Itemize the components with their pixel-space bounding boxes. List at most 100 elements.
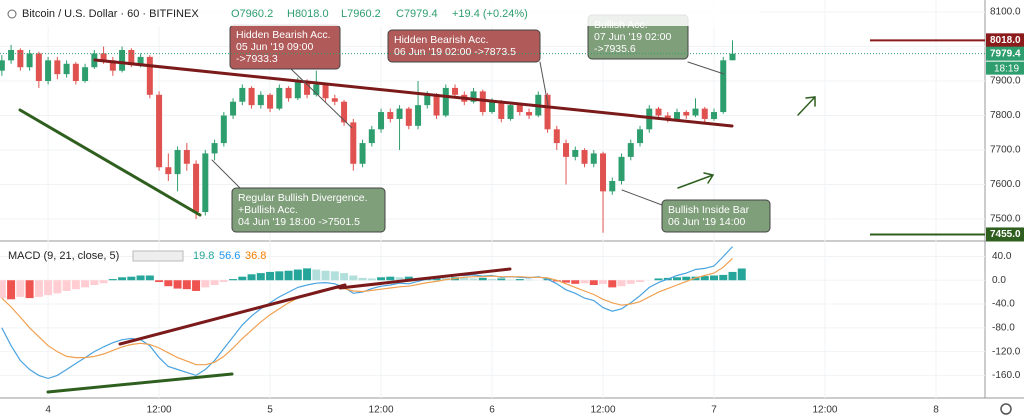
histogram-bar: [700, 276, 709, 281]
histogram-bar: [617, 280, 626, 287]
histogram-bar: [460, 277, 469, 281]
countdown: 18:19: [994, 63, 1019, 74]
settings-icon[interactable]: [1000, 403, 1012, 415]
histogram-bar: [136, 275, 145, 281]
macd-trendline: [118, 283, 347, 346]
histogram-bar: [330, 271, 339, 281]
x-tick-label: 12:00: [369, 405, 394, 416]
candle-body: [285, 87, 292, 99]
macd-readout: 56.6: [219, 250, 240, 262]
histogram-bar: [238, 276, 247, 281]
candle-body: [35, 53, 42, 82]
candle-body: [165, 167, 172, 175]
macd-label: MACD (9, 21, close, 5): [8, 250, 119, 262]
candle-body: [507, 105, 514, 119]
leader-line: [211, 159, 241, 189]
candle-body: [442, 87, 449, 116]
candle-body: [109, 60, 116, 71]
candle-body: [396, 108, 403, 119]
y-tick-label: -40.0: [992, 299, 1015, 310]
candle-body: [683, 112, 690, 116]
y-tick-label: 0.0: [992, 275, 1006, 286]
histogram-bar: [266, 271, 275, 281]
x-tick-label: 5: [267, 405, 273, 416]
candle-body: [193, 163, 200, 213]
y-tick-label: 7700.0: [990, 145, 1021, 156]
candle-body: [452, 87, 459, 95]
candle-body: [146, 56, 153, 95]
histogram-bar: [404, 276, 413, 281]
candle-body: [82, 67, 89, 82]
annotation-box: [231, 187, 386, 233]
histogram-bar: [673, 277, 682, 281]
candle-body: [415, 105, 422, 126]
candle-body: [563, 143, 570, 157]
histogram-bar: [201, 280, 210, 288]
histogram-bar: [182, 280, 191, 290]
x-tick-label: 4: [45, 405, 51, 416]
candle-body: [156, 94, 163, 168]
candle-body: [368, 129, 375, 144]
histogram-bar: [256, 273, 265, 281]
histogram-bar: [312, 269, 321, 281]
indicator-buttons[interactable]: [132, 250, 184, 262]
candle-body: [267, 94, 274, 109]
x-tick-label: 12:00: [812, 405, 837, 416]
histogram-bar: [728, 271, 737, 281]
histogram-bar: [340, 273, 349, 281]
candle-body: [331, 98, 338, 102]
x-tick-label: 12:00: [147, 405, 172, 416]
leader-line: [289, 67, 353, 129]
y-tick-label: -160.0: [992, 370, 1021, 381]
candle-body: [239, 87, 246, 102]
candle-body: [405, 108, 412, 126]
histogram-bar: [580, 280, 589, 284]
candle-body: [304, 81, 311, 95]
histogram-bar: [53, 280, 62, 294]
histogram-bar: [192, 280, 201, 291]
annotation-text: +Bullish Acc.: [238, 204, 298, 216]
candle-body: [609, 181, 616, 192]
candle-body: [183, 149, 190, 164]
candle-body: [63, 63, 70, 75]
candle-body: [276, 87, 283, 109]
x-tick-label: 12:00: [591, 405, 616, 416]
histogram-bar: [173, 280, 182, 289]
candle-body: [590, 153, 597, 164]
candle-body: [424, 94, 431, 106]
histogram-bar: [275, 271, 284, 281]
histogram-bar: [654, 278, 663, 281]
candle-body: [498, 101, 505, 119]
candle-body: [137, 56, 144, 64]
candle-body: [664, 115, 671, 119]
candle-body: [433, 94, 440, 116]
y-tick-label: 40.0: [992, 251, 1012, 262]
open: O7960.2: [231, 8, 273, 20]
histogram-bar: [478, 277, 487, 281]
candle-body: [692, 108, 699, 116]
symbol: Bitcoin / U.S. Dollar · 60 · BITFINEX: [22, 8, 199, 20]
price-tag-label: 8018.0: [990, 35, 1021, 46]
histogram-bar: [358, 277, 367, 281]
candle-body: [322, 84, 329, 99]
histogram-bar: [34, 280, 43, 297]
support-trendline: [18, 108, 202, 217]
arrow: [797, 96, 816, 116]
candle-body: [581, 149, 588, 164]
candle-body: [0, 60, 5, 71]
x-tick-label: 8: [933, 405, 939, 416]
histogram-bar: [81, 280, 90, 288]
leader-line: [687, 61, 725, 75]
candle-body: [211, 143, 218, 154]
arrow: [677, 172, 715, 189]
low: L7960.2: [341, 8, 381, 20]
candle-body: [572, 149, 579, 157]
leader-line: [621, 189, 663, 206]
macd-trendline: [338, 267, 512, 290]
histogram-bar: [155, 280, 164, 283]
y-tick-label: 7900.0: [990, 76, 1021, 87]
header-bg: [0, 0, 760, 26]
resistance-trendline: [93, 58, 734, 128]
candle-body: [618, 156, 625, 182]
